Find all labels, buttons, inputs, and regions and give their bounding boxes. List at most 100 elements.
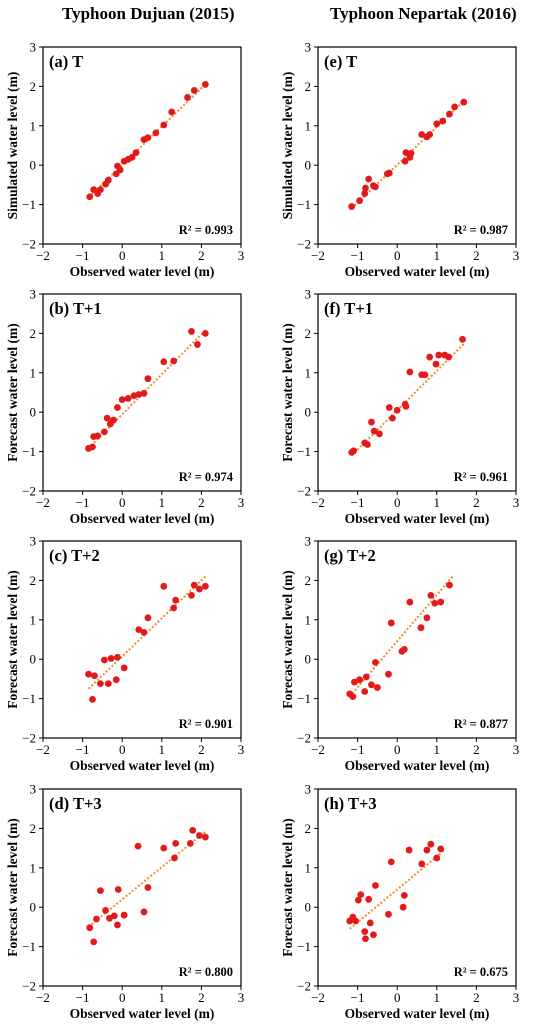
data-point [100, 656, 108, 664]
data-point [107, 655, 115, 662]
data-point [372, 882, 379, 889]
y-axis-label: Forecast water level (m) [280, 323, 295, 462]
y-tick-label: 3 [305, 287, 312, 302]
data-point [102, 906, 109, 914]
data-point [418, 860, 426, 868]
data-point [94, 432, 102, 440]
data-point [402, 402, 410, 410]
data-point [152, 129, 160, 137]
data-point [426, 353, 434, 361]
data-point [168, 108, 176, 116]
data-point [445, 353, 453, 361]
data-point [114, 653, 121, 661]
data-point [351, 678, 358, 686]
data-point [385, 670, 392, 678]
data-point [104, 176, 112, 184]
panel-label: (f) T+1 [324, 299, 373, 318]
data-point [357, 891, 365, 898]
y-tick-label: 2 [305, 821, 312, 836]
plot-frame [42, 46, 242, 245]
x-tick-label: −1 [76, 495, 90, 510]
chart-panel-8: −2 −1 0 1 2 3 −2 −1 0 1 2 3 Observed water level (m)… [280, 782, 519, 1022]
y-tick-label: 2 [30, 79, 37, 94]
y-tick-label: 1 [30, 365, 37, 380]
data-point [348, 203, 356, 210]
data-point [365, 175, 373, 183]
plot-frame [42, 540, 242, 739]
data-point [86, 193, 94, 201]
y-axis-label: Forecast water level (m) [5, 570, 20, 709]
data-point [365, 895, 373, 903]
data-point [387, 858, 395, 866]
y-tick-label: 1 [30, 118, 37, 133]
x-tick-label: −2 [311, 742, 325, 757]
x-tick-label: 0 [119, 495, 126, 510]
x-tick-label: 0 [394, 248, 401, 263]
y-tick-label: 0 [30, 158, 37, 173]
data-point [361, 688, 369, 695]
data-point [389, 414, 396, 422]
data-point [86, 924, 94, 932]
r2-label: R² = 0.961 [454, 470, 508, 484]
panel-label: (d) T+3 [49, 794, 102, 813]
y-tick-label: 0 [305, 900, 312, 915]
data-point [110, 416, 117, 424]
plot-frame [317, 46, 517, 245]
x-axis-label: Observed water level (m) [345, 264, 490, 279]
x-tick-label: −2 [36, 495, 50, 510]
data-point [418, 131, 426, 138]
data-point [407, 149, 415, 157]
y-axis-label: Forecast water level (m) [5, 818, 20, 957]
y-tick-label: −1 [22, 197, 36, 212]
plot-frame [42, 788, 242, 987]
data-point [435, 351, 443, 359]
data-point [160, 844, 168, 852]
chart-panel-2: −2 −1 0 1 2 3 −2 −1 0 1 2 3 Observed water level (m)… [5, 287, 244, 527]
data-point [405, 846, 413, 854]
x-tick-label: −2 [311, 248, 325, 263]
data-point [433, 120, 441, 128]
data-point [393, 406, 401, 414]
x-tick-label: 0 [119, 990, 126, 1005]
y-tick-label: −1 [22, 939, 36, 954]
data-point [135, 626, 143, 634]
x-axis-label: Observed water level (m) [345, 758, 490, 773]
data-point [201, 582, 209, 590]
chart-panel-7: −2 −1 0 1 2 3 −2 −1 0 1 2 3 Observed water level (m)… [280, 534, 519, 774]
data-point [364, 441, 371, 448]
data-point [116, 166, 124, 174]
data-point [406, 598, 414, 606]
x-tick-label: 1 [434, 990, 441, 1005]
y-tick-label: 2 [305, 326, 312, 341]
data-point [132, 149, 140, 156]
data-point [356, 676, 363, 684]
y-tick-label: 3 [30, 534, 37, 549]
data-point [385, 910, 392, 918]
data-point [433, 854, 441, 862]
data-point [89, 695, 96, 703]
x-tick-label: 2 [198, 742, 205, 757]
data-point [426, 131, 434, 138]
data-point [194, 341, 201, 348]
data-point [120, 911, 128, 919]
data-point [400, 891, 408, 899]
x-axis-label: Observed water level (m) [345, 1006, 490, 1021]
y-tick-label: 1 [305, 860, 312, 875]
column-title-right: Typhoon Nepartak (2016) [330, 4, 517, 23]
data-point [372, 658, 379, 666]
data-point [114, 921, 121, 929]
data-point [144, 614, 152, 622]
x-tick-label: −1 [76, 742, 90, 757]
data-point [460, 98, 468, 106]
x-tick-label: −1 [351, 495, 365, 510]
x-axis-label: Observed water level (m) [70, 264, 215, 279]
plot-frame [317, 788, 517, 987]
data-point [375, 430, 383, 438]
x-tick-label: 1 [434, 248, 441, 263]
data-point [134, 842, 142, 850]
data-point [423, 846, 431, 854]
data-point [90, 938, 98, 946]
chart-panel-4: −2 −1 0 1 2 3 −2 −1 0 1 2 3 Observed water level (m)… [5, 782, 244, 1022]
data-point [112, 676, 120, 684]
x-tick-label: 2 [473, 990, 480, 1005]
